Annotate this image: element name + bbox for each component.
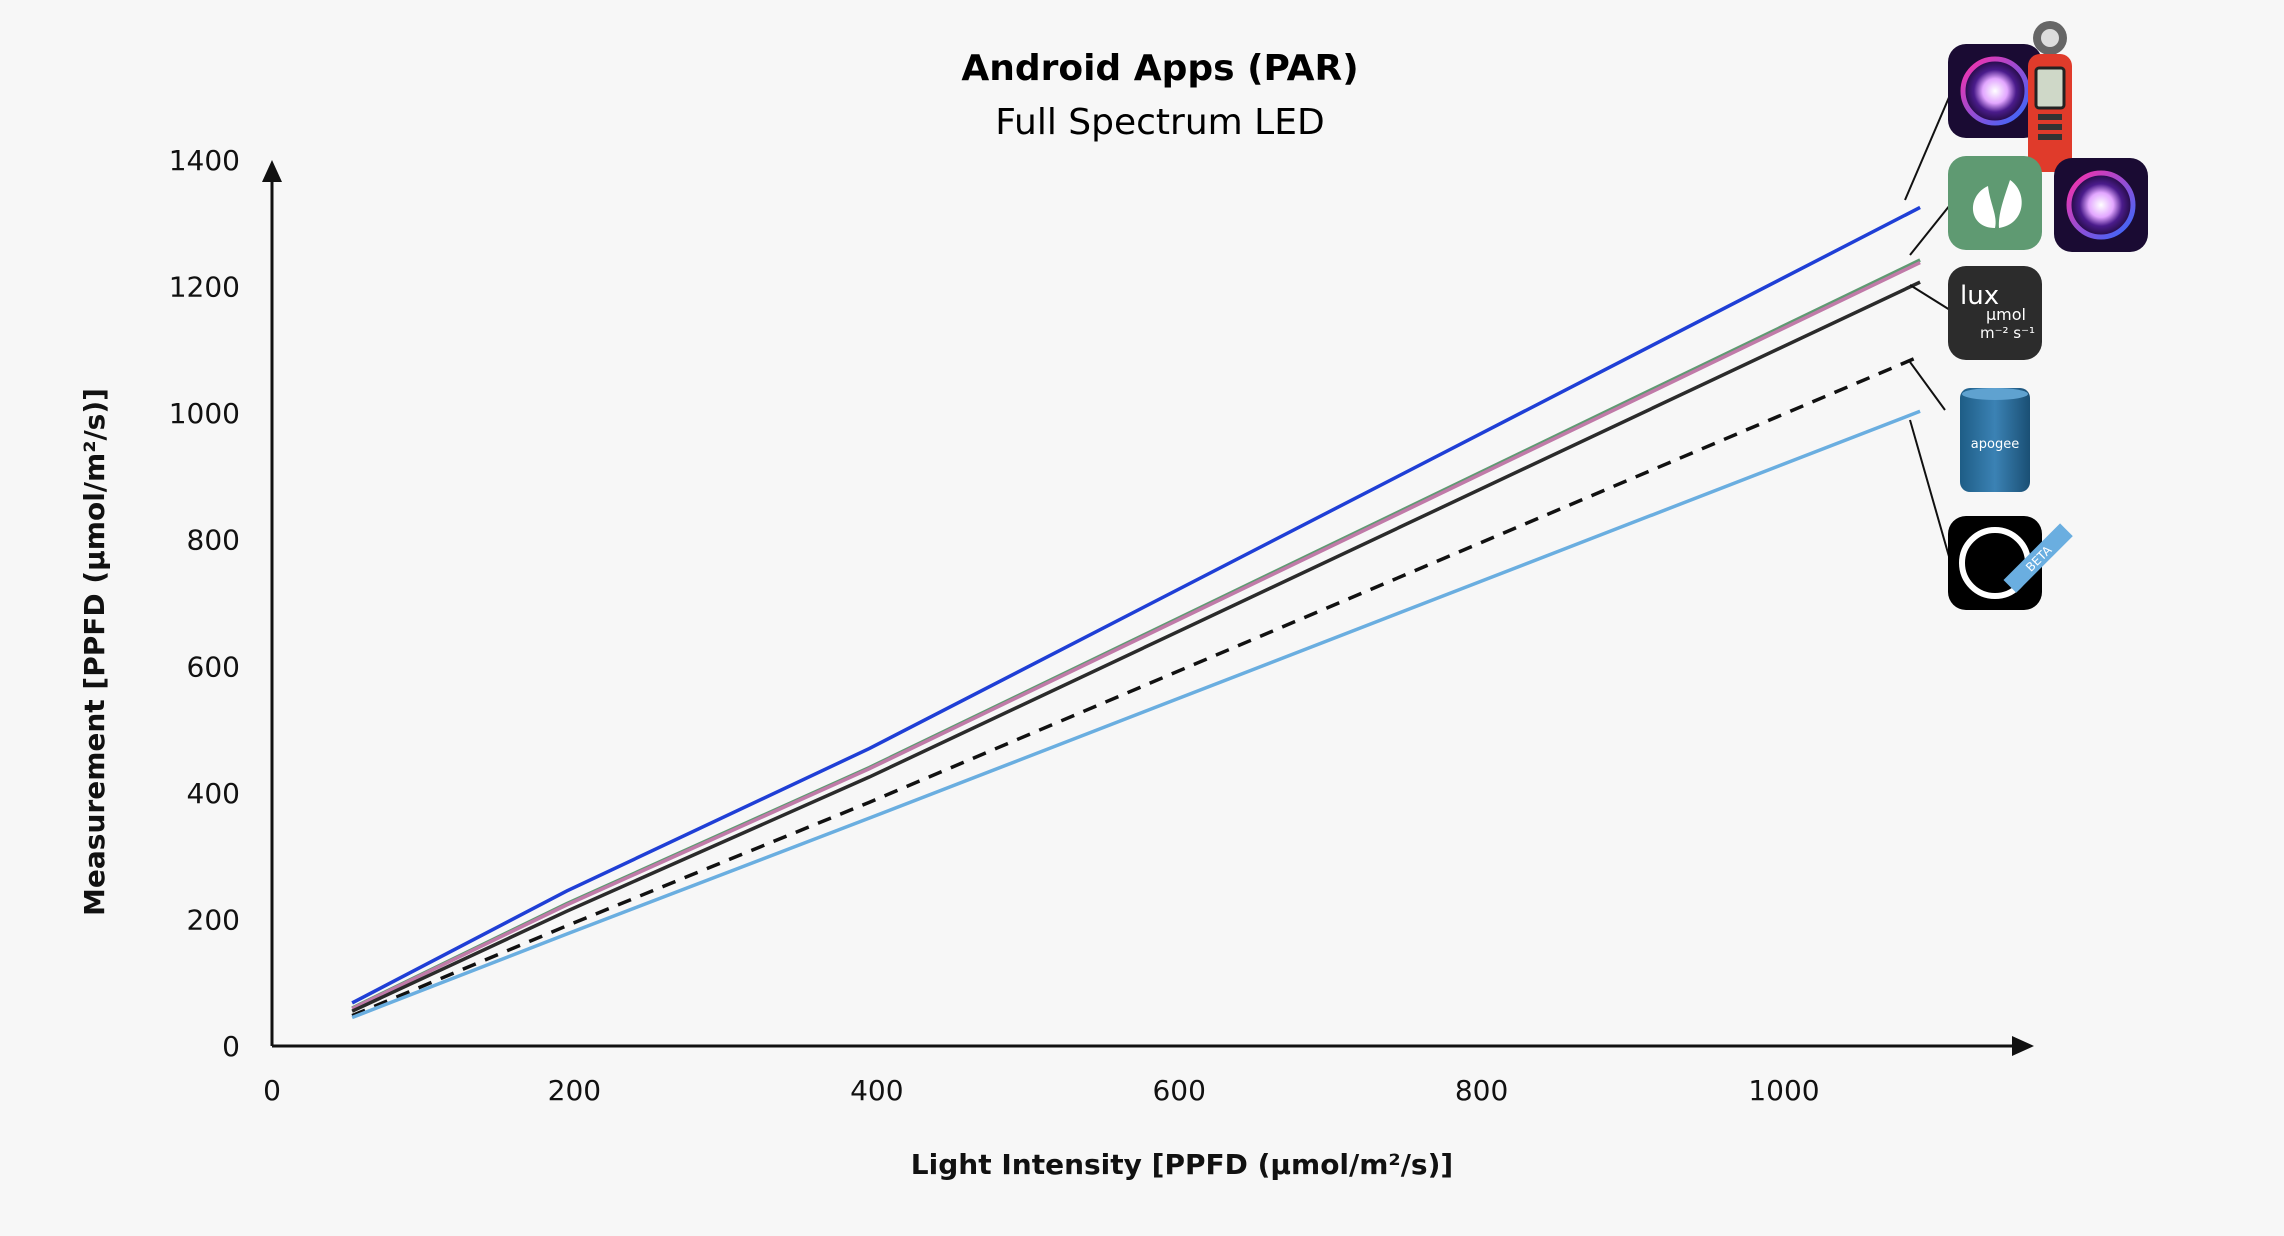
series-line-3 xyxy=(351,260,1921,1011)
apogee-icon-text: apogee xyxy=(1971,437,2019,452)
x-tick-label: 0 xyxy=(263,1074,281,1107)
y-tick-label: 800 xyxy=(187,524,240,557)
chart-subtitle: Full Spectrum LED xyxy=(995,102,1324,143)
lux-icon-unit-2: m⁻² s⁻¹ xyxy=(1980,324,2035,342)
leaf-app-icon xyxy=(1948,156,2042,250)
y-tick-label: 600 xyxy=(187,650,240,683)
x-axis-arrow xyxy=(2012,1036,2034,1056)
y-axis-arrow xyxy=(262,160,282,182)
connector-apogee xyxy=(1909,361,1946,411)
x-tick-label: 400 xyxy=(850,1074,903,1107)
series-line-5 xyxy=(351,354,1921,1018)
y-tick-label: 0 xyxy=(222,1030,240,1063)
y-tick-label: 1000 xyxy=(169,397,240,430)
x-tick-label: 800 xyxy=(1455,1074,1508,1107)
y-axis-label: Measurement [PPFD (µmol/m²/s)] xyxy=(78,388,111,916)
series-line-4 xyxy=(351,280,1921,1013)
lux-meter-icon: lux µmol m⁻² s⁻¹ xyxy=(1948,266,2042,360)
ticks: 0 200 400 600 800 1000 0 200 400 600 800 1000 1200 14… xyxy=(169,144,1820,1107)
axes xyxy=(262,160,2034,1056)
series-line-1 xyxy=(351,205,1921,1005)
x-tick-label: 1000 xyxy=(1748,1074,1819,1107)
chart-title: Android Apps (PAR) xyxy=(961,48,1358,89)
connector-lux-app xyxy=(1909,284,1951,311)
apogee-sensor-icon: apogee xyxy=(1960,388,2030,492)
beta-app-icon: BETA xyxy=(1948,516,2073,610)
connector-leaf-app xyxy=(1909,204,1951,256)
series-lines xyxy=(351,205,1921,1020)
series-line-6 xyxy=(351,409,1921,1020)
connector-beta-app xyxy=(1909,419,1951,561)
y-tick-label: 1200 xyxy=(169,271,240,304)
connector-camera-app xyxy=(1904,94,1951,201)
legend-connectors xyxy=(1904,94,1951,561)
light-meter-device-icon xyxy=(2028,21,2072,172)
x-tick-label: 200 xyxy=(548,1074,601,1107)
y-tick-label: 400 xyxy=(187,777,240,810)
y-tick-label: 200 xyxy=(187,903,240,936)
lux-icon-text: lux xyxy=(1960,281,1999,311)
x-axis-label: Light Intensity [PPFD (µmol/m²/s)] xyxy=(911,1148,1453,1181)
lux-icon-unit: µmol xyxy=(1986,305,2026,324)
x-tick-label: 600 xyxy=(1152,1074,1205,1107)
camera-app-icon-2 xyxy=(2054,158,2148,252)
y-tick-label: 1400 xyxy=(169,144,240,177)
camera-app-icon xyxy=(1948,44,2042,138)
